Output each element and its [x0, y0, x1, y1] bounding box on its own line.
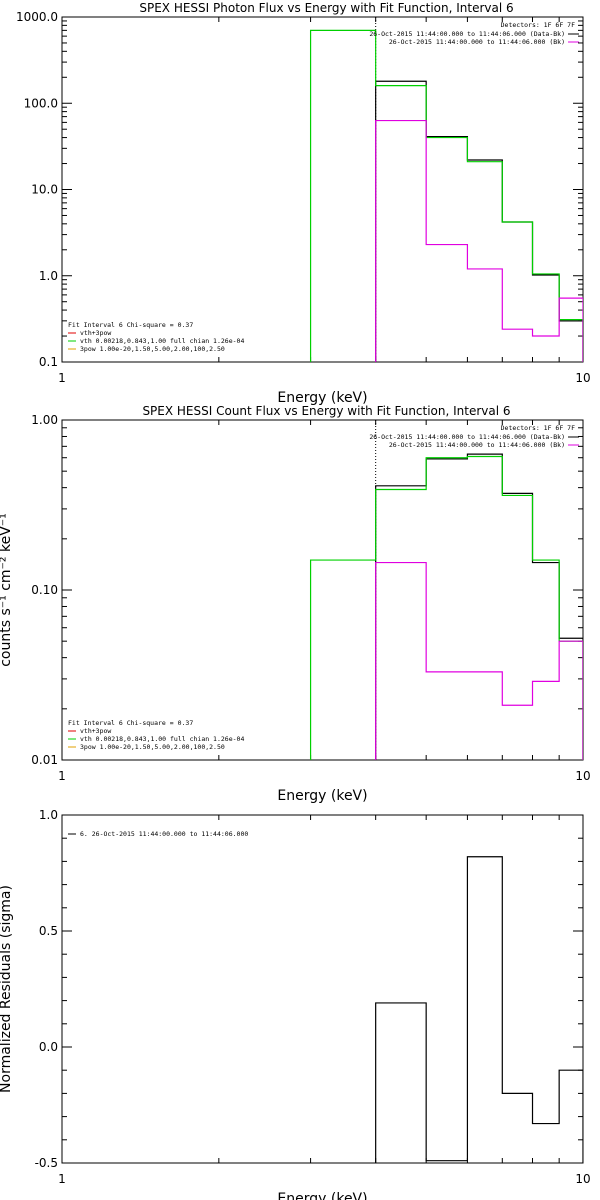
y-tick-label: 0.0 — [39, 1040, 58, 1054]
series-line — [375, 80, 583, 362]
y-tick-label: 0.5 — [39, 924, 58, 938]
y-tick-label: 100.0 — [24, 96, 58, 110]
series-line — [375, 561, 583, 760]
y-tick-label: 0.10 — [31, 583, 58, 597]
legend-header: Detectors: 1F 6F 7F — [501, 424, 575, 432]
panel-3: 1.0 0.5 0.0 -0.51 10 Energy (keV) Normalized R… — [0, 808, 591, 1200]
legend-entry: 26-Oct-2015 11:44:00.000 to 11:44:06.000… — [369, 433, 565, 441]
plot-frame — [61, 814, 584, 1164]
panel-2: SPEX HESSI Count Flux vs Energy with Fit… — [0, 404, 591, 804]
y-tick-label: 0.01 — [31, 753, 58, 767]
x-tick-label: 1 — [58, 371, 66, 385]
chart-title: SPEX HESSI Photon Flux vs Energy with Fi… — [139, 1, 513, 15]
y-tick-label: 0.1 — [39, 355, 58, 369]
y-tick-label: 1.0 — [39, 269, 58, 283]
y-tick-label: 10.0 — [31, 183, 58, 197]
legend-entry: 26-Oct-2015 11:44:00.000 to 11:44:06.000… — [369, 30, 565, 38]
legend-left-header: Fit Interval 6 Chi-square = 0.37 — [68, 321, 193, 329]
x-tick-label: 1 — [58, 1172, 66, 1186]
legend-left-header: Fit Interval 6 Chi-square = 0.37 — [68, 719, 193, 727]
legend-left-entry: vth 0.00218,0.843,1.00 full chian 1.26e-… — [80, 337, 244, 345]
series-line — [375, 119, 583, 362]
chart-title: SPEX HESSI Count Flux vs Energy with Fit… — [142, 404, 510, 418]
legend-entry: 26-Oct-2015 11:44:00.000 to 11:44:06.000… — [389, 38, 565, 46]
legend-left-entry: 3pow 1.00e-20,1.50,5.00,2.00,100,2.50 — [80, 345, 225, 353]
legend-left-entry: vth 0.00218,0.843,1.00 full chian 1.26e-… — [80, 735, 244, 743]
y-tick-label: 1000.0 — [16, 10, 58, 24]
x-axis-label: Energy (keV) — [277, 1191, 367, 1200]
x-tick-label: 10 — [575, 371, 590, 385]
legend-left-entry: 3pow 1.00e-20,1.50,5.00,2.00,100,2.50 — [80, 743, 225, 751]
plot-frame — [61, 419, 584, 761]
series-line — [375, 856, 583, 1163]
legend-left-entry: 6. 26-Oct-2015 11:44:00.000 to 11:44:06.… — [80, 830, 248, 838]
legend-left-entry: vth+3pow — [80, 727, 111, 735]
y-tick-label: 1.00 — [31, 413, 58, 427]
y-tick-label: 1.0 — [39, 808, 58, 822]
series-line — [309, 29, 583, 362]
legend-left-entry: vth+3pow — [80, 329, 111, 337]
legend-header: Detectors: 1F 6F 7F — [501, 21, 575, 29]
plot-frame — [61, 16, 584, 363]
legend-entry: 26-Oct-2015 11:44:00.000 to 11:44:06.000… — [389, 441, 565, 449]
series-line — [309, 455, 583, 760]
x-axis-label: Energy (keV) — [277, 788, 367, 804]
x-tick-label: 10 — [575, 769, 590, 783]
x-tick-label: 1 — [58, 769, 66, 783]
y-axis-label: counts s⁻¹ cm⁻² keV⁻¹ — [0, 513, 14, 667]
x-tick-label: 10 — [575, 1172, 590, 1186]
y-axis-label: Normalized Residuals (sigma) — [0, 885, 14, 1093]
y-tick-label: -0.5 — [35, 1156, 58, 1170]
panel-1: SPEX HESSI Photon Flux vs Energy with Fi… — [16, 1, 591, 406]
series-line — [375, 453, 583, 760]
x-axis-label: Energy (keV) — [277, 390, 367, 406]
